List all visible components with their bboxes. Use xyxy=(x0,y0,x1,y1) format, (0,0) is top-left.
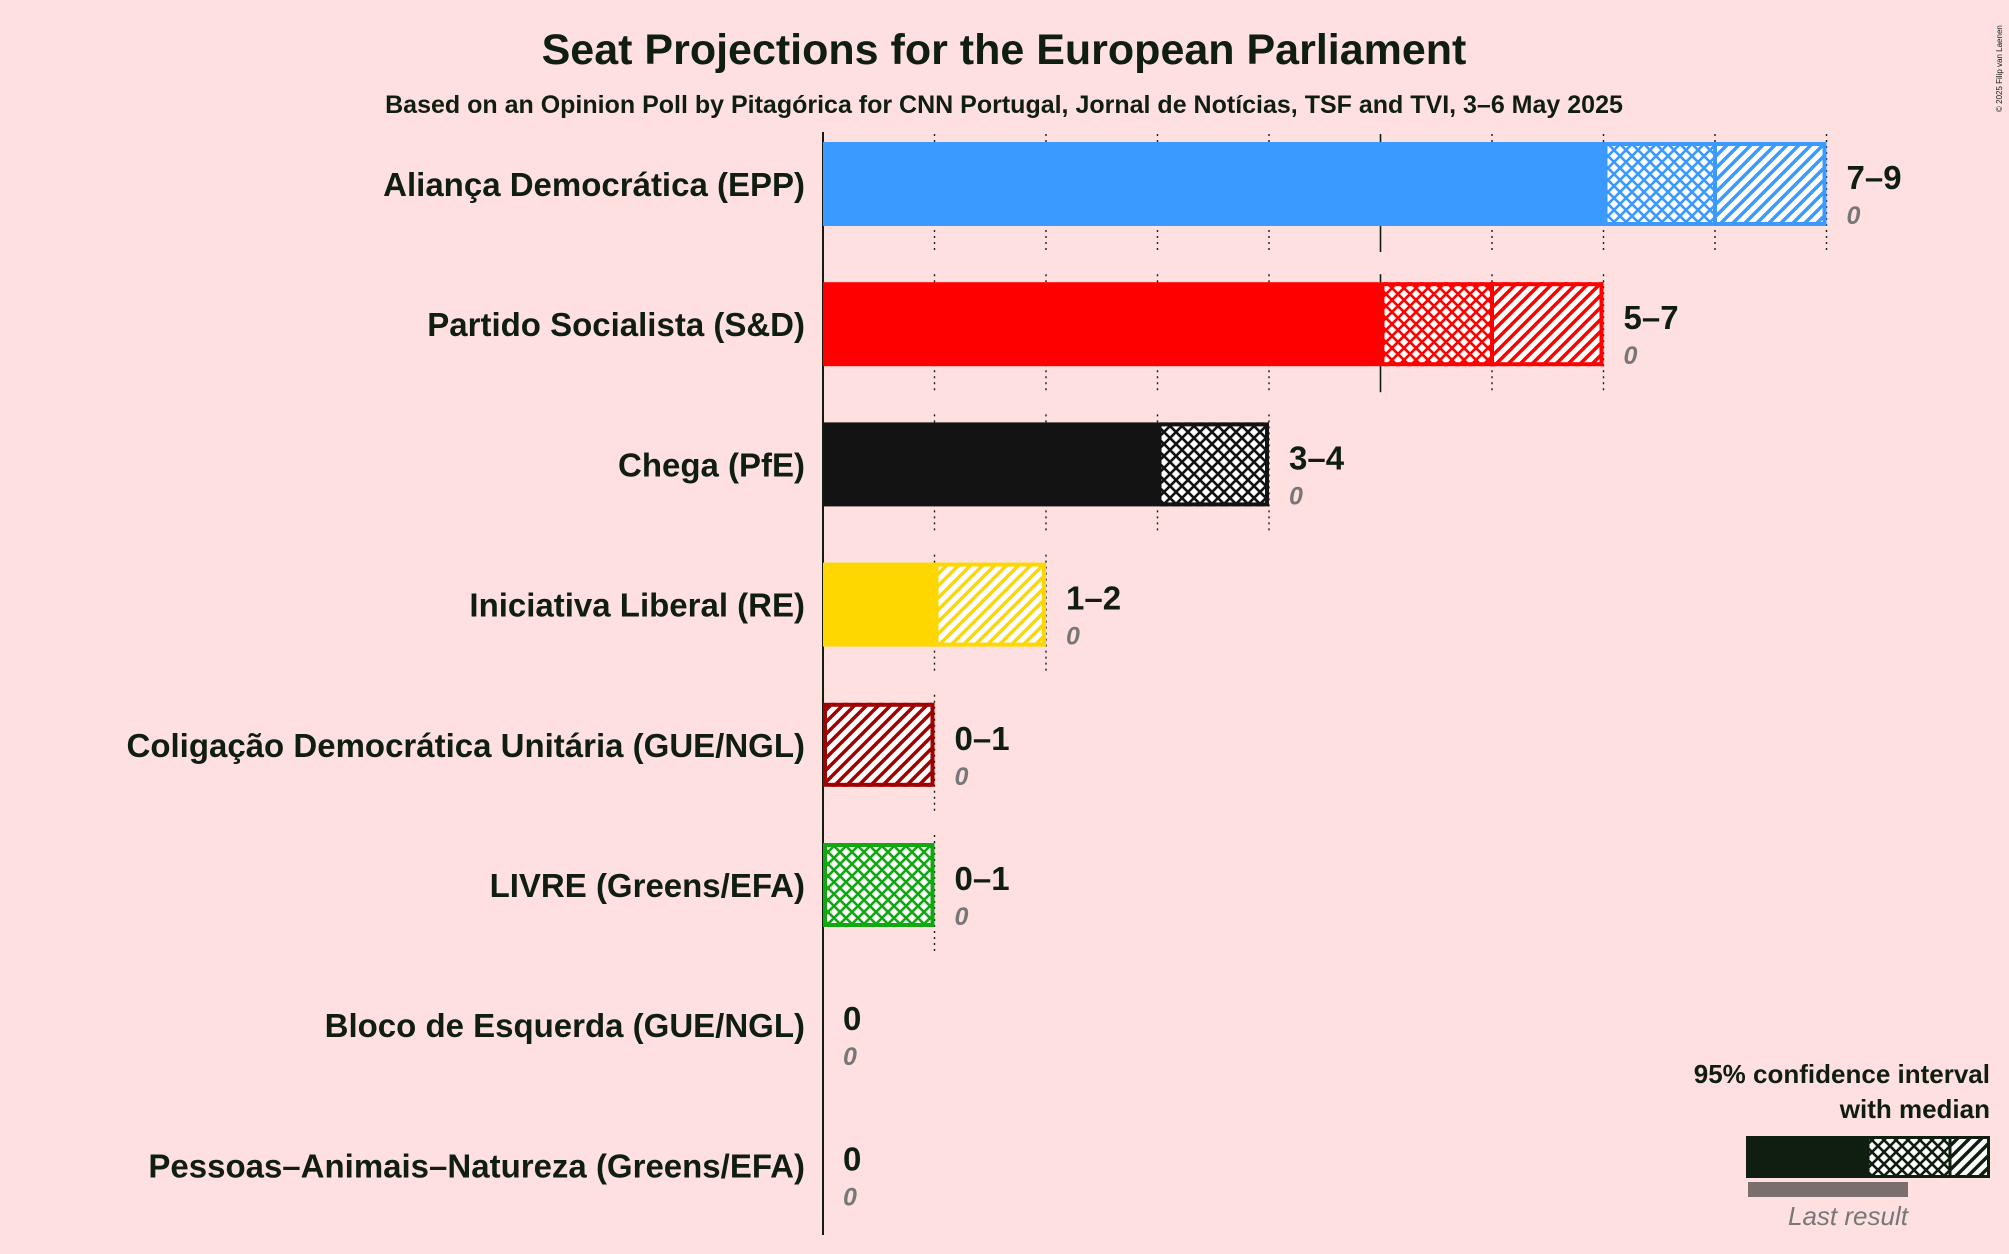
bar-ci-outline xyxy=(934,562,1046,647)
party-label: Coligação Democrática Unitária (GUE/NGL) xyxy=(127,727,805,764)
last-result-value: 0 xyxy=(1289,482,1303,510)
bar-ci-upper xyxy=(823,702,935,787)
bar-certain xyxy=(823,142,1604,226)
chart-subtitle: Based on an Opinion Poll by Pitagórica f… xyxy=(385,91,1623,119)
last-result-value: 0 xyxy=(955,903,969,931)
bar-certain xyxy=(823,282,1381,367)
party-label: Aliança Democrática (EPP) xyxy=(383,166,805,203)
legend-bar xyxy=(1746,1136,1990,1197)
bar-ci-upper xyxy=(934,562,1046,647)
bar-ci-upper xyxy=(1715,142,1827,226)
bar-ci-outline xyxy=(823,702,935,787)
last-result-value: 0 xyxy=(1624,342,1638,370)
range-label: 0–1 xyxy=(955,860,1010,897)
legend-certain xyxy=(1746,1136,1868,1178)
bar-ci-outline xyxy=(823,843,935,927)
range-label: 0 xyxy=(843,1000,861,1037)
legend: 95% confidence interval with median Last… xyxy=(1694,1059,1990,1231)
legend-last-result-bar xyxy=(1748,1182,1908,1197)
range-label: 7–9 xyxy=(1847,159,1902,196)
bar-ci-lower xyxy=(1380,282,1492,367)
party-label: Chega (PfE) xyxy=(618,446,805,483)
range-label: 0 xyxy=(843,1140,861,1177)
last-result-value: 0 xyxy=(955,763,969,791)
party-label: Partido Socialista (S&D) xyxy=(427,306,805,343)
copyright-notice: © 2025 Filip van Laenen xyxy=(1995,25,2004,112)
last-result-value: 0 xyxy=(843,1043,857,1071)
bar-ci-outline xyxy=(1157,422,1269,507)
bar-certain xyxy=(823,562,935,647)
range-label: 1–2 xyxy=(1066,580,1121,617)
last-result-value: 0 xyxy=(1066,623,1080,651)
bar-ci-lower xyxy=(1157,422,1269,507)
party-label: Bloco de Esquerda (GUE/NGL) xyxy=(325,1007,805,1044)
legend-line2: with median xyxy=(1839,1094,1990,1124)
last-result-value: 0 xyxy=(843,1183,857,1211)
party-label: Iniciativa Liberal (RE) xyxy=(469,587,805,624)
chart-title: Seat Projections for the European Parlia… xyxy=(542,26,1467,74)
legend-ci-lower xyxy=(1868,1136,1950,1178)
party-label: Pessoas–Animais–Natureza (Greens/EFA) xyxy=(148,1147,805,1184)
legend-ci-outline xyxy=(1866,1136,1990,1178)
legend-last-result-label: Last result xyxy=(1788,1201,1910,1231)
bar-ci-lower xyxy=(1603,142,1715,226)
range-label: 5–7 xyxy=(1624,299,1679,336)
bars-group: Aliança Democrática (EPP) 7–9 0 Partido Soc… xyxy=(127,132,1902,1235)
range-label: 0–1 xyxy=(955,720,1010,757)
bar-certain xyxy=(823,422,1158,507)
legend-line1: 95% confidence interval xyxy=(1694,1059,1990,1089)
range-label: 3–4 xyxy=(1289,439,1345,476)
legend-ci-upper xyxy=(1950,1136,1990,1178)
bar-ci-lower xyxy=(823,843,935,927)
party-label: LIVRE (Greens/EFA) xyxy=(490,867,805,904)
bar-ci-upper xyxy=(1492,282,1604,367)
last-result-value: 0 xyxy=(1847,202,1861,230)
